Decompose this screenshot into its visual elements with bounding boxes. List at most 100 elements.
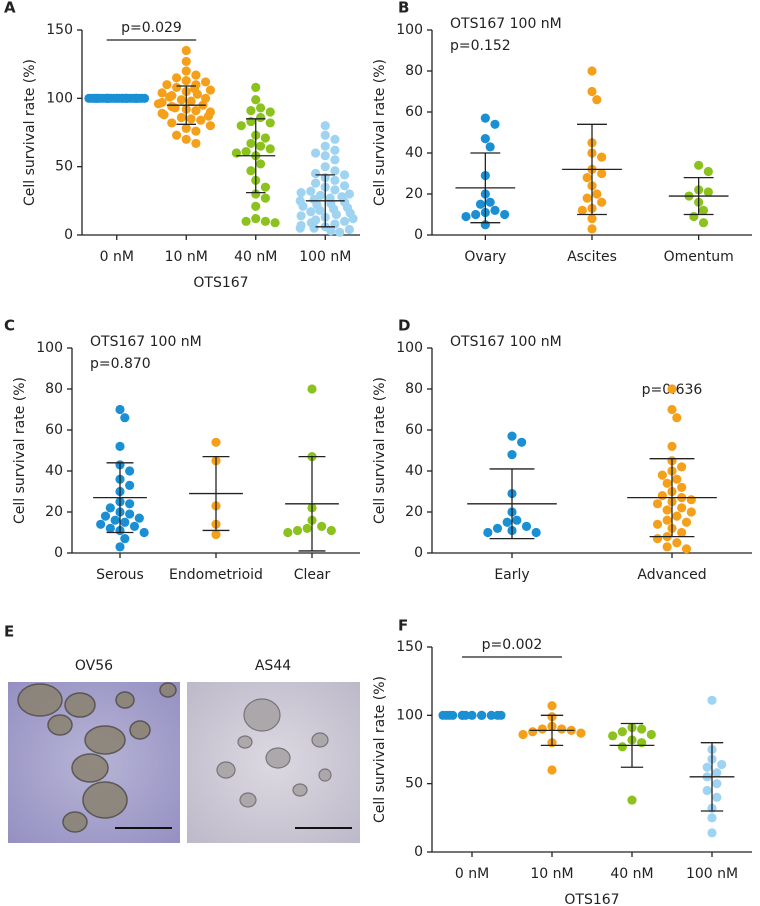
dot [134,513,144,523]
y-tick-label: 80 [405,63,423,79]
dot [120,534,130,544]
dot [320,151,330,161]
dot [672,474,682,484]
dot [255,103,266,113]
dot [96,519,106,529]
dot [115,542,125,552]
y-tick-label: 100 [396,707,423,723]
dot [587,214,597,224]
x-tick-label: 0 nM [100,249,134,265]
dot [120,413,130,423]
y-axis-title: Cell survival rate (%) [12,377,28,524]
dot [587,66,597,76]
dot [547,701,557,711]
dot [139,93,150,103]
dot [306,207,316,217]
dot [181,75,191,86]
dot [689,211,699,222]
dot [181,123,191,133]
p-value: p=0.029 [121,20,182,36]
dot [662,505,672,515]
dot [672,511,682,521]
dot [330,145,340,155]
dot [339,216,350,226]
dot [306,186,316,196]
dot [171,82,182,92]
dot [320,121,330,131]
micrograph [8,682,180,843]
dot [339,181,350,191]
y-axis-title: Cell survival rate (%) [372,59,388,206]
dot [627,795,637,805]
dot [241,147,251,157]
dot [637,724,647,734]
dot [518,729,528,740]
panel-letter: A [4,0,16,17]
dot [265,118,275,128]
dot [592,95,602,105]
dot [507,431,517,441]
dot [667,384,677,394]
p-value: p=0.002 [482,637,543,653]
dot [251,82,261,92]
dot [461,710,471,720]
x-axis-title: OTS167 [193,275,248,291]
y-tick-label: 50 [405,776,423,792]
dot [260,133,271,143]
dot [707,813,717,823]
dot [326,226,336,236]
x-tick-label: Ovary [464,249,506,265]
panel-letter: C [4,317,15,335]
y-tick-label: 0 [414,545,423,561]
x-tick-label: 0 nM [455,866,489,882]
dot [330,185,340,195]
dot [310,178,321,188]
panel-letter: B [398,0,409,17]
y-axis-title: Cell survival rate (%) [372,676,388,823]
dot [667,441,677,451]
dot [310,148,321,158]
dot [200,77,211,87]
x-tick-label: 100 nM [686,866,738,882]
dot [587,86,597,97]
x-tick-label: Omentum [664,249,734,265]
y-tick-label: 60 [405,422,423,438]
dot [211,437,221,447]
dot [192,89,202,99]
dot [176,95,187,105]
dot [597,168,607,179]
dot [703,187,713,197]
dot [241,216,251,226]
dot [686,495,696,505]
dot [125,480,135,490]
x-tick-label: 100 nM [299,249,351,265]
dot [646,729,656,740]
dot [445,710,455,720]
dot [677,482,687,492]
image-label: AS44 [255,658,291,674]
dot [335,227,345,237]
dot [191,138,201,149]
dot [270,218,280,228]
dot [547,765,557,775]
dot [162,80,172,90]
dot [157,88,167,98]
x-tick-label: 10 nM [165,249,208,265]
dot [480,134,490,144]
dot [592,189,602,199]
dot [477,710,487,720]
dot [115,441,125,451]
dot [681,517,692,527]
p-value: p=0.152 [450,38,511,54]
y-axis-title: Cell survival rate (%) [372,377,388,524]
dot [265,144,275,154]
panel-letter: F [398,617,408,635]
dot [171,130,182,140]
dot [702,785,712,796]
dot [326,525,336,536]
dot [672,538,682,548]
dot [181,134,191,144]
dot [657,470,667,480]
dot [490,205,500,215]
